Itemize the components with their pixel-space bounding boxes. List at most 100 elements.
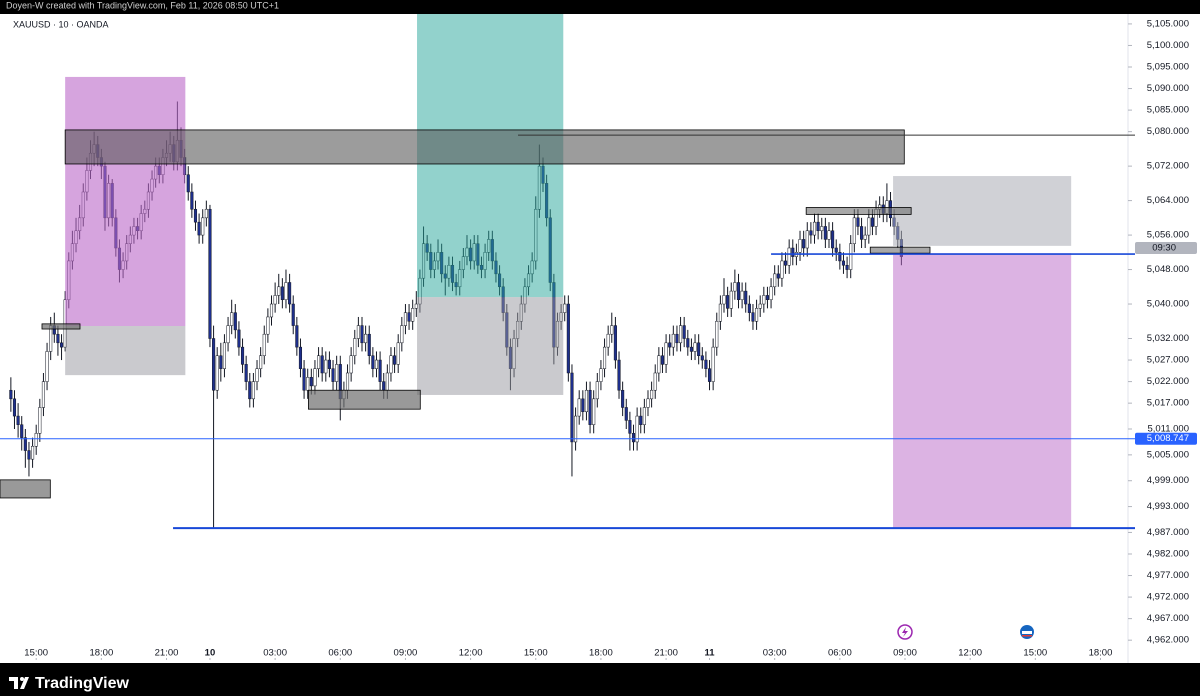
event-icon[interactable] — [897, 624, 913, 640]
header: Doyen-W created with TradingView.com, Fe… — [6, 0, 279, 10]
x-tick-label: 06:00 — [328, 648, 352, 659]
candle-body — [671, 333, 675, 348]
countdown-badge — [1135, 242, 1197, 255]
candle-body — [715, 321, 719, 348]
candle-body — [870, 217, 874, 227]
candle-body — [722, 295, 726, 305]
candle-body — [212, 338, 216, 391]
candle-body — [747, 303, 751, 313]
y-tick-label: 5,022.000 — [1147, 376, 1189, 387]
candle-body — [617, 359, 621, 391]
candle-body — [856, 217, 860, 227]
candle-body — [215, 355, 219, 391]
candle-body — [393, 355, 397, 365]
zone — [893, 176, 1072, 246]
candle-body — [295, 325, 299, 348]
candle-body — [577, 398, 581, 417]
zone — [417, 297, 564, 395]
candle-body — [255, 368, 259, 382]
candle-body — [624, 407, 628, 421]
candle-body — [700, 355, 704, 361]
candle-body — [773, 273, 777, 288]
candle-body — [660, 355, 665, 365]
y-tick-label: 5,040.000 — [1147, 299, 1189, 310]
candle-body — [34, 433, 38, 447]
candle-body — [613, 325, 617, 361]
candle-body — [248, 381, 252, 400]
logo-mark — [9, 677, 29, 689]
zone — [0, 479, 51, 499]
candle-body — [765, 295, 769, 300]
candle-body — [563, 303, 567, 313]
candle-body — [791, 247, 795, 257]
candle-body — [592, 398, 596, 425]
zone — [308, 389, 421, 410]
candle-body — [595, 381, 599, 400]
candle-body — [9, 389, 13, 400]
candle-body — [186, 174, 190, 193]
candle-body — [693, 342, 697, 352]
zone — [64, 129, 905, 165]
candle-body — [642, 407, 646, 425]
candle-body — [787, 247, 791, 266]
y-tick-label: 4,967.000 — [1147, 613, 1189, 624]
candle-body — [751, 312, 755, 322]
candle-body — [823, 226, 827, 240]
price-badge-label: 5,008.747 — [1147, 433, 1189, 444]
event-icon-glyph — [902, 627, 908, 637]
y-tick-label: 5,072.000 — [1147, 161, 1189, 172]
candle-body — [320, 355, 324, 374]
x-tick-label: 21:00 — [155, 648, 179, 659]
candle-body — [288, 282, 292, 305]
candle-body — [736, 282, 741, 300]
logo-mark — [20, 677, 24, 681]
candle-body — [385, 372, 389, 391]
price-badge — [1135, 432, 1197, 445]
candle-body — [16, 415, 20, 425]
candle-body — [827, 230, 831, 240]
candle-body — [244, 364, 248, 382]
candle-body — [327, 359, 331, 369]
x-tick-label: 15:00 — [1023, 648, 1047, 659]
candle-body — [291, 303, 295, 326]
candle-body — [403, 312, 407, 326]
candle-body — [273, 295, 277, 305]
candle-body — [23, 437, 27, 451]
candle-body — [197, 221, 201, 236]
zone — [41, 323, 81, 330]
candle-body — [852, 217, 856, 244]
candle-body — [237, 329, 241, 348]
x-tick-label: 03:00 — [763, 648, 787, 659]
candle-body — [621, 389, 625, 408]
y-tick-label: 4,972.000 — [1147, 592, 1189, 603]
candle-body — [758, 303, 762, 309]
brand: TradingView — [35, 675, 130, 692]
candle-body — [226, 325, 230, 344]
candle-body — [755, 308, 759, 322]
candle-body — [816, 221, 820, 232]
candle-body — [309, 377, 313, 387]
candle-body — [602, 346, 607, 369]
candle-body — [675, 333, 679, 344]
candle-body — [262, 333, 266, 356]
candle-body — [639, 415, 643, 425]
candle-body — [682, 325, 686, 339]
y-tick-label: 4,977.000 — [1147, 570, 1189, 581]
candle-body — [335, 364, 339, 382]
y-tick-label: 5,100.000 — [1147, 40, 1189, 51]
candle-body — [704, 359, 708, 369]
event-icon-glyph — [1022, 631, 1032, 634]
candle-body — [809, 230, 813, 236]
candle-body — [353, 338, 357, 356]
candle-body — [650, 389, 654, 400]
x-tick-label: 06:00 — [828, 648, 852, 659]
candle-body — [812, 221, 817, 236]
candle-body — [802, 239, 806, 249]
candle-body — [860, 226, 864, 240]
candle-body — [762, 295, 766, 305]
candle-body — [646, 398, 650, 408]
candle-body — [345, 372, 350, 391]
y-tick-label: 5,056.000 — [1147, 230, 1189, 241]
zone — [65, 326, 186, 376]
y-tick-label: 5,095.000 — [1147, 62, 1189, 73]
